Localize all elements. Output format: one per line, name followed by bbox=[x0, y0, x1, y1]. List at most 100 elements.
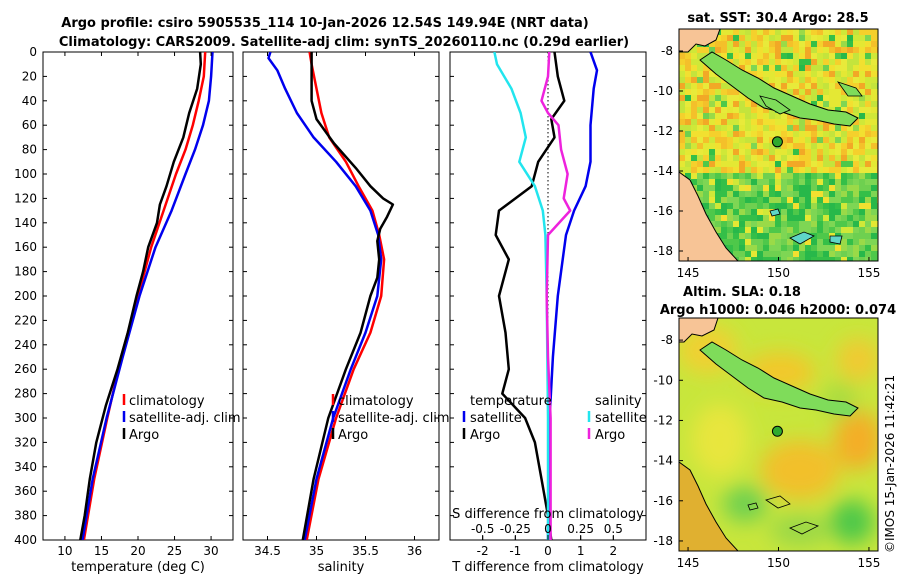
sst-map: -8 -10 -12 -14 -16 -18 145 150 155 bbox=[653, 28, 880, 280]
figure-title-line2: Climatology: CARS2009. Satellite-adj cli… bbox=[59, 35, 629, 50]
sst-cell bbox=[697, 107, 703, 113]
sst-cell bbox=[757, 191, 763, 197]
sst-cell bbox=[721, 215, 727, 221]
sst-cell bbox=[769, 239, 775, 245]
sst-cell bbox=[829, 179, 835, 185]
y-tick-label: 340 bbox=[14, 460, 37, 474]
s-tick-label: 0 bbox=[544, 522, 552, 536]
sst-cell bbox=[805, 167, 811, 173]
sst-cell bbox=[835, 41, 841, 47]
sst-cell bbox=[763, 35, 769, 41]
sst-cell bbox=[763, 155, 769, 161]
sst-cell bbox=[751, 185, 757, 191]
sst-cell bbox=[697, 149, 703, 155]
sst-cell bbox=[853, 113, 859, 119]
sst-cell bbox=[739, 41, 745, 47]
sst-cell bbox=[757, 155, 763, 161]
sst-cell bbox=[871, 53, 877, 59]
sst-cell bbox=[709, 137, 715, 143]
sst-cell bbox=[679, 131, 685, 137]
sst-cell bbox=[775, 191, 781, 197]
sst-cell bbox=[727, 47, 733, 53]
sst-cell bbox=[871, 161, 877, 167]
sst-cell bbox=[709, 95, 715, 101]
sst-cell bbox=[721, 47, 727, 53]
sst-cell bbox=[709, 107, 715, 113]
sst-cell bbox=[823, 65, 829, 71]
sst-cell bbox=[871, 179, 877, 185]
sst-cell bbox=[865, 227, 871, 233]
sst-cell bbox=[793, 29, 799, 35]
sst-cell bbox=[709, 89, 715, 95]
sst-cell bbox=[835, 209, 841, 215]
sst-cell bbox=[739, 59, 745, 65]
sst-cell bbox=[853, 251, 859, 257]
x-tick-label: -2 bbox=[477, 544, 489, 558]
sst-cell bbox=[757, 221, 763, 227]
sst-cell bbox=[763, 59, 769, 65]
sst-cell bbox=[865, 221, 871, 227]
sst-cell bbox=[703, 143, 709, 149]
sst-cell bbox=[865, 53, 871, 59]
sst-cell bbox=[841, 107, 847, 113]
sst-cell bbox=[853, 41, 859, 47]
sla-blob bbox=[723, 486, 767, 522]
sst-cell bbox=[793, 221, 799, 227]
sst-cell bbox=[781, 173, 787, 179]
sst-cell bbox=[865, 29, 871, 35]
sst-cell bbox=[823, 173, 829, 179]
sst-cell bbox=[715, 113, 721, 119]
y-tick-label: 40 bbox=[22, 94, 37, 108]
sst-cell bbox=[805, 137, 811, 143]
sst-cell bbox=[865, 257, 871, 261]
sst-cell bbox=[775, 185, 781, 191]
sst-cell bbox=[823, 101, 829, 107]
sst-cell bbox=[865, 209, 871, 215]
sst-cell bbox=[787, 161, 793, 167]
legend-label-argo: Argo bbox=[338, 428, 368, 443]
sst-cell bbox=[751, 215, 757, 221]
sst-cell bbox=[775, 77, 781, 83]
sst-cell bbox=[799, 71, 805, 77]
sst-cell bbox=[823, 83, 829, 89]
sst-cell bbox=[811, 131, 817, 137]
sst-cell bbox=[781, 161, 787, 167]
sst-cell bbox=[763, 173, 769, 179]
sst-cell bbox=[871, 203, 877, 209]
sla-map-title: Altim. SLA: 0.18 bbox=[683, 285, 801, 300]
sst-cell bbox=[793, 155, 799, 161]
sst-cell bbox=[805, 185, 811, 191]
sst-cell bbox=[787, 197, 793, 203]
sst-cell bbox=[847, 35, 853, 41]
sst-cell bbox=[721, 227, 727, 233]
sst-cell bbox=[733, 125, 739, 131]
sst-cell bbox=[703, 155, 709, 161]
sst-cell bbox=[787, 65, 793, 71]
sst-cell bbox=[727, 245, 733, 251]
sst-cell bbox=[829, 191, 835, 197]
sst-cell bbox=[847, 53, 853, 59]
sst-cell bbox=[733, 239, 739, 245]
sst-cell bbox=[841, 233, 847, 239]
sst-cell bbox=[739, 113, 745, 119]
sst-cell bbox=[793, 119, 799, 125]
sst-cell bbox=[751, 257, 757, 261]
sst-cell bbox=[811, 227, 817, 233]
sst-cell bbox=[781, 215, 787, 221]
sst-cell bbox=[835, 167, 841, 173]
sst-cell bbox=[757, 245, 763, 251]
sst-cell bbox=[727, 221, 733, 227]
sst-cell bbox=[847, 209, 853, 215]
land-new-guinea bbox=[699, 341, 859, 417]
sst-cell bbox=[757, 185, 763, 191]
sst-cell bbox=[727, 149, 733, 155]
sst-cell bbox=[811, 125, 817, 131]
sst-cell bbox=[775, 173, 781, 179]
sst-cell bbox=[721, 137, 727, 143]
sst-cell bbox=[739, 239, 745, 245]
sst-cell bbox=[841, 131, 847, 137]
sst-cell bbox=[829, 251, 835, 257]
sst-cell bbox=[739, 167, 745, 173]
sst-cell bbox=[835, 251, 841, 257]
sst-cell bbox=[715, 221, 721, 227]
